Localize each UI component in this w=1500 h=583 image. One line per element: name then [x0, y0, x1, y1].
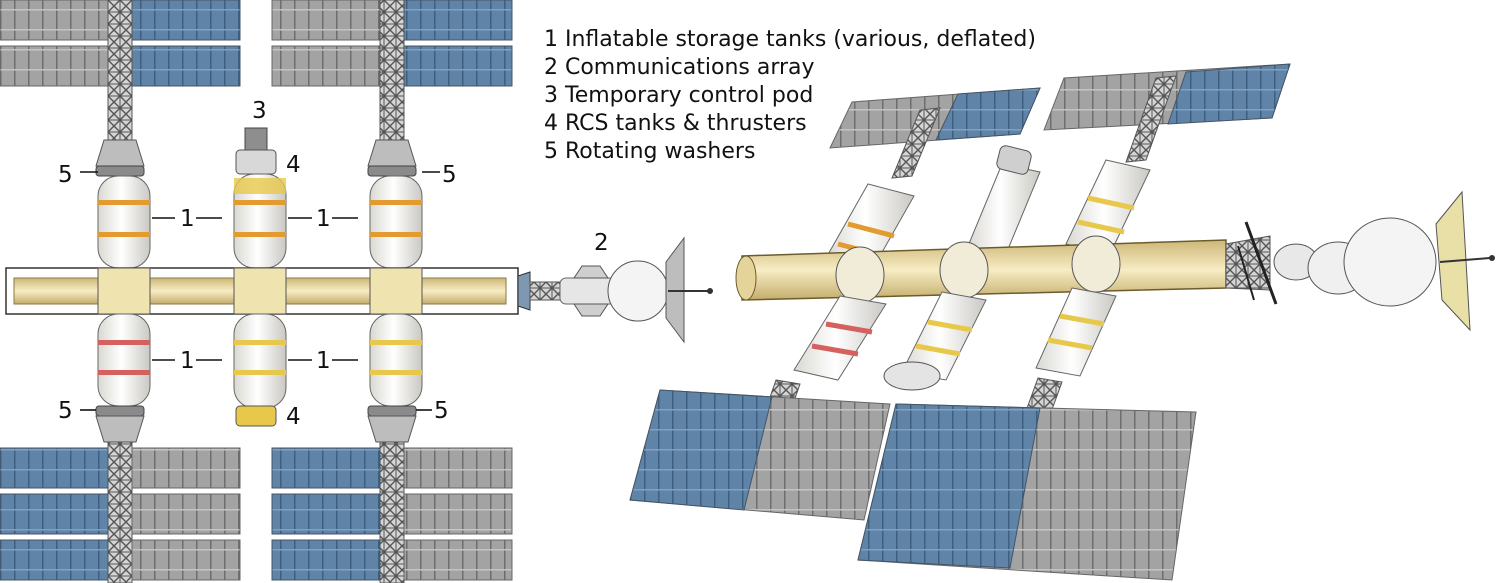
- upper-solar-arrays: [0, 0, 513, 141]
- node-hub: [233, 267, 287, 315]
- solar-panel: [271, 0, 381, 41]
- top-view: 3 4 4 5 5 5 5 1 1 1 1 2: [0, 0, 713, 583]
- upper-washers: [95, 139, 417, 177]
- rcs-tank: [883, 361, 941, 391]
- solar-panel: [0, 493, 109, 535]
- storage-tank: [901, 291, 987, 381]
- solar-panel: [131, 45, 241, 87]
- rcs-tank: [234, 178, 286, 194]
- rotating-washer: [95, 415, 145, 443]
- solar-panel: [403, 493, 513, 535]
- solar-panel: [271, 45, 381, 87]
- legend: 1 Inflatable storage tanks (various, def…: [544, 27, 1036, 164]
- solar-panel: [403, 539, 513, 581]
- solar-panel: [0, 45, 109, 87]
- solar-panel: [403, 0, 513, 41]
- control-pod: [235, 127, 277, 175]
- truss-mast: [379, 441, 405, 583]
- solar-panel: [131, 493, 241, 535]
- cargo-module: [285, 277, 371, 305]
- cargo-module: [421, 277, 507, 305]
- callout-tank-4: 1: [316, 348, 331, 374]
- storage-tank: [97, 175, 151, 269]
- storage-tank: [1035, 287, 1117, 377]
- callout-control-pod: 3: [252, 98, 267, 124]
- rotating-washer: [367, 415, 417, 443]
- solar-panel: [271, 493, 381, 535]
- lower-solar-arrays: [0, 441, 513, 583]
- cargo-module: [13, 277, 99, 305]
- rotating-washer: [95, 405, 145, 417]
- callout-rcs-upper: 4: [286, 152, 301, 178]
- comms-array-perspective: [1237, 190, 1495, 332]
- lower-washers: [95, 405, 417, 443]
- storage-tank: [967, 163, 1041, 255]
- node-hub: [939, 241, 989, 299]
- solar-panel: [131, 447, 241, 489]
- solar-panel: [0, 539, 109, 581]
- storage-tank: [369, 175, 423, 269]
- spine-truss: [5, 267, 561, 315]
- rotating-washer: [95, 139, 145, 167]
- antenna-dish: [1343, 217, 1437, 307]
- truss-mast: [107, 0, 133, 141]
- control-pod: [996, 145, 1032, 175]
- rotating-washer: [95, 165, 145, 177]
- solar-panel: [0, 447, 109, 489]
- cargo-module: [149, 277, 235, 305]
- solar-panel: [403, 447, 513, 489]
- rotating-washer: [367, 405, 417, 417]
- comms-array-top-view: [559, 236, 713, 344]
- legend-item-1: 1 Inflatable storage tanks (various, def…: [544, 27, 1036, 52]
- legend-item-5: 5 Rotating washers: [544, 139, 755, 164]
- antenna-dish: [607, 260, 669, 322]
- solar-panel: [131, 539, 241, 581]
- truss-mast: [891, 107, 941, 179]
- storage-tank: [793, 295, 887, 381]
- perspective-view: [629, 63, 1495, 581]
- callout-washer-ll: 5: [58, 398, 73, 424]
- callout-comms: 2: [594, 230, 609, 256]
- solar-panel: [131, 0, 241, 41]
- solar-panel: [0, 0, 109, 41]
- callout-washer-lr: 5: [434, 398, 449, 424]
- rcs-tank: [235, 405, 277, 427]
- legend-item-3: 3 Temporary control pod: [544, 83, 813, 108]
- legend-item-4: 4 RCS tanks & thrusters: [544, 111, 807, 136]
- solar-panel: [271, 539, 381, 581]
- node-hub: [369, 267, 423, 315]
- upper-tanks: [97, 173, 423, 269]
- node-hub: [835, 246, 885, 304]
- truss-mast: [107, 441, 133, 583]
- solar-panel: [857, 403, 1041, 569]
- callout-rcs-lower: 4: [286, 404, 301, 430]
- rotating-washer: [367, 165, 417, 177]
- callout-washer-ur: 5: [442, 162, 457, 188]
- solar-panel: [629, 389, 773, 511]
- truss-mast: [379, 0, 405, 141]
- callout-tank-2: 1: [316, 206, 331, 232]
- rotating-washer: [367, 139, 417, 167]
- storage-tank: [97, 313, 151, 407]
- solar-panel: [1167, 63, 1291, 125]
- truss-mast: [1125, 75, 1177, 163]
- solar-panel: [935, 87, 1041, 141]
- callout-tank-1: 1: [180, 206, 195, 232]
- leader-lines: [80, 171, 440, 411]
- node-hub: [97, 267, 151, 315]
- node-hub: [1071, 235, 1121, 293]
- storage-tank: [233, 313, 287, 409]
- legend-item-2: 2 Communications array: [544, 55, 815, 80]
- solar-panel: [403, 45, 513, 87]
- callout-tank-3: 1: [180, 348, 195, 374]
- callout-washer-ul: 5: [58, 162, 73, 188]
- storage-tank: [369, 313, 423, 407]
- solar-panel: [271, 447, 381, 489]
